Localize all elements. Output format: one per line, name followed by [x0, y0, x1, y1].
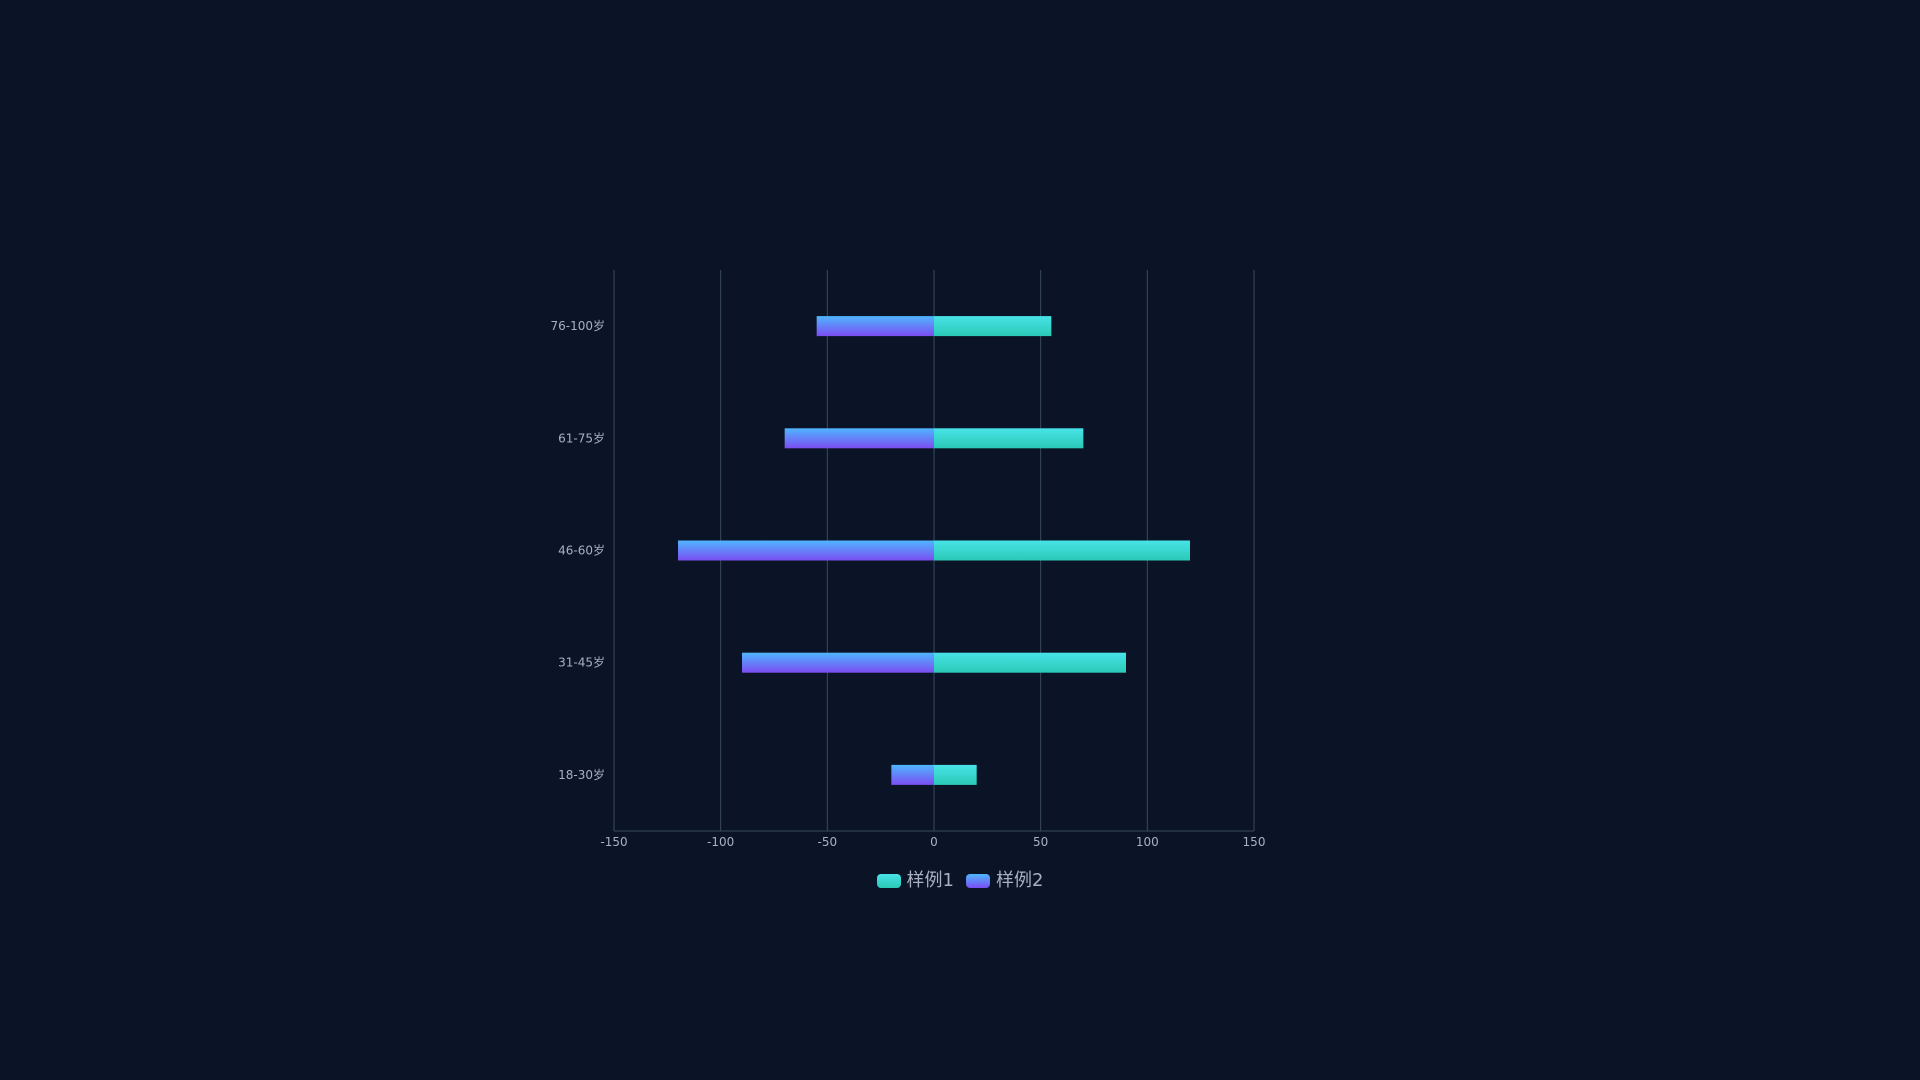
bar-series-2[interactable] — [742, 652, 934, 673]
legend-item-series-2[interactable]: 样例2 — [966, 872, 1043, 890]
bar-series-1[interactable] — [934, 764, 977, 785]
bar-series-1[interactable] — [934, 428, 1084, 449]
legend: 样例1 样例2 — [0, 872, 1920, 890]
legend-swatch-series-2 — [966, 874, 990, 888]
bar-series-2[interactable] — [891, 764, 934, 785]
bar-series-2[interactable] — [678, 540, 934, 561]
bar-series-2[interactable] — [816, 316, 934, 337]
bar-series-1[interactable] — [934, 652, 1126, 673]
x-tick-label: -150 — [600, 835, 627, 849]
x-tick-label: 100 — [1136, 835, 1159, 849]
x-tick-label: 50 — [1033, 835, 1048, 849]
x-tick-label: -100 — [707, 835, 734, 849]
x-tick-label: 0 — [930, 835, 938, 849]
bar-series-1[interactable] — [934, 316, 1052, 337]
y-tick-label: 76-100岁 — [550, 318, 605, 333]
y-tick-label: 31-45岁 — [558, 655, 605, 670]
bar-series-1[interactable] — [934, 540, 1190, 561]
legend-item-series-1[interactable]: 样例1 — [876, 870, 954, 891]
x-tick-label: 150 — [1243, 835, 1266, 849]
legend-label-series-1: 样例1 — [906, 870, 954, 891]
y-tick-label: 18-30岁 — [558, 767, 605, 782]
axes: -150 -100 -50 0 50 100 150 18-30岁 31-45岁 46-60岁 61… — [550, 318, 1265, 849]
y-tick-label: 46-60岁 — [558, 543, 605, 558]
x-tick-label: -50 — [818, 835, 838, 849]
legend-swatch-series-1 — [876, 874, 901, 888]
legend-label-series-2: 样例2 — [996, 870, 1044, 891]
bars — [678, 316, 1190, 785]
y-tick-label: 61-75岁 — [558, 430, 605, 445]
bar-series-2[interactable] — [784, 428, 934, 449]
